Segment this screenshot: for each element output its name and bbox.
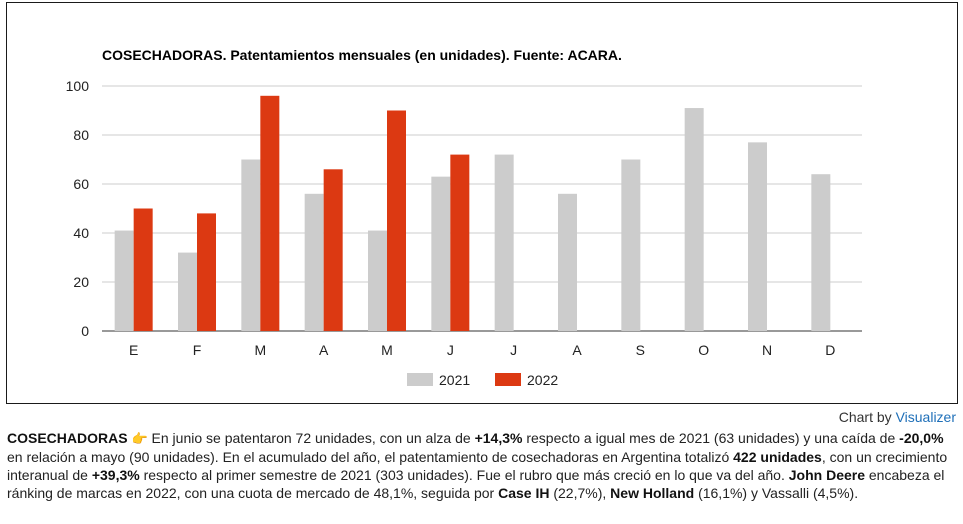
y-axis-ticks: 0 20 40 60 80 100 — [66, 78, 90, 339]
x-tick-label: J — [447, 342, 454, 358]
gridlines — [102, 85, 862, 332]
bar-2021-12 — [811, 174, 831, 331]
x-tick-label: N — [762, 342, 772, 358]
legend-label-2021: 2021 — [439, 372, 470, 388]
x-tick-label: A — [572, 342, 582, 358]
credit-prefix: Chart by — [838, 409, 896, 425]
legend[interactable]: 2021 2022 — [407, 372, 558, 388]
bars — [114, 95, 831, 331]
bar-2021-9 — [621, 159, 641, 331]
caption-text: (16,1%) y Vassalli (4,5%). — [694, 485, 859, 501]
caption-bold: New Holland — [610, 485, 695, 501]
legend-swatch-2021 — [407, 373, 433, 386]
caption-text: respecto a igual mes de 2021 (63 unidade… — [522, 430, 900, 446]
bar-2021-2 — [178, 252, 197, 331]
x-tick-label: O — [698, 342, 709, 358]
bar-2021-11 — [748, 142, 767, 331]
y-tick-label: 0 — [81, 323, 89, 339]
bar-2021-10 — [684, 108, 704, 331]
bar-2022-5 — [387, 110, 406, 331]
caption-text: (22,7%), — [549, 485, 611, 501]
y-tick-label: 20 — [73, 274, 89, 290]
bar-2021-6 — [431, 176, 451, 331]
bar-2022-3 — [260, 95, 280, 331]
x-tick-label: J — [510, 342, 517, 358]
x-tick-label: S — [636, 342, 645, 358]
x-tick-label: M — [254, 342, 266, 358]
x-tick-label: F — [193, 342, 202, 358]
caption-bold: 422 unidades — [733, 449, 822, 465]
x-tick-label: D — [825, 342, 835, 358]
bar-chart: COSECHADORAS. Patentamientos mensuales (… — [66, 47, 862, 388]
caption-paragraph: COSECHADORAS 👉 En junio se patentaron 72… — [7, 429, 957, 502]
bar-2022-4 — [323, 169, 343, 331]
bar-2021-1 — [114, 230, 134, 331]
bar-2022-1 — [133, 208, 153, 331]
caption-bold: +14,3% — [474, 430, 523, 446]
y-tick-label: 80 — [73, 127, 89, 143]
bar-2022-6 — [450, 154, 470, 331]
chart-credit: Chart by Visualizer — [839, 409, 956, 425]
legend-label-2022: 2022 — [527, 372, 558, 388]
caption-text: En junio se patentaron 72 unidades, con … — [147, 430, 475, 446]
chart-title: COSECHADORAS. Patentamientos mensuales (… — [102, 47, 622, 63]
bar-2021-5 — [368, 230, 387, 331]
caption-bold: John Deere — [788, 467, 865, 483]
bar-2022-2 — [197, 213, 216, 331]
caption-text: , con un crecimiento interanual de — [7, 449, 948, 483]
caption-bold: Case IH — [498, 485, 550, 501]
y-tick-label: 40 — [73, 225, 89, 241]
x-tick-label: E — [129, 342, 138, 358]
bar-2021-4 — [304, 193, 324, 331]
caption-text: encabeza el ránking de marcas en 2022, c… — [7, 467, 945, 501]
x-tick-label: M — [381, 342, 393, 358]
caption-text: en relación a mayo (90 unidades). En el … — [7, 449, 734, 465]
x-tick-label: A — [319, 342, 329, 358]
y-tick-label: 100 — [66, 78, 90, 94]
visualizer-link[interactable]: Visualizer — [895, 409, 956, 425]
caption-text: respecto al primer semestre de 2021 (303… — [139, 467, 789, 483]
caption-heading: COSECHADORAS — [7, 430, 128, 446]
y-tick-label: 60 — [73, 176, 89, 192]
legend-swatch-2022 — [495, 373, 521, 386]
bar-2021-8 — [558, 193, 577, 331]
bar-2021-7 — [494, 154, 514, 331]
bar-2021-3 — [241, 159, 261, 331]
caption-bold: -20,0% — [899, 430, 944, 446]
chart-container: COSECHADORAS. Patentamientos mensuales (… — [6, 2, 958, 404]
caption-bold: +39,3% — [91, 467, 140, 483]
pointing-hand-icon: 👉 — [131, 431, 148, 446]
